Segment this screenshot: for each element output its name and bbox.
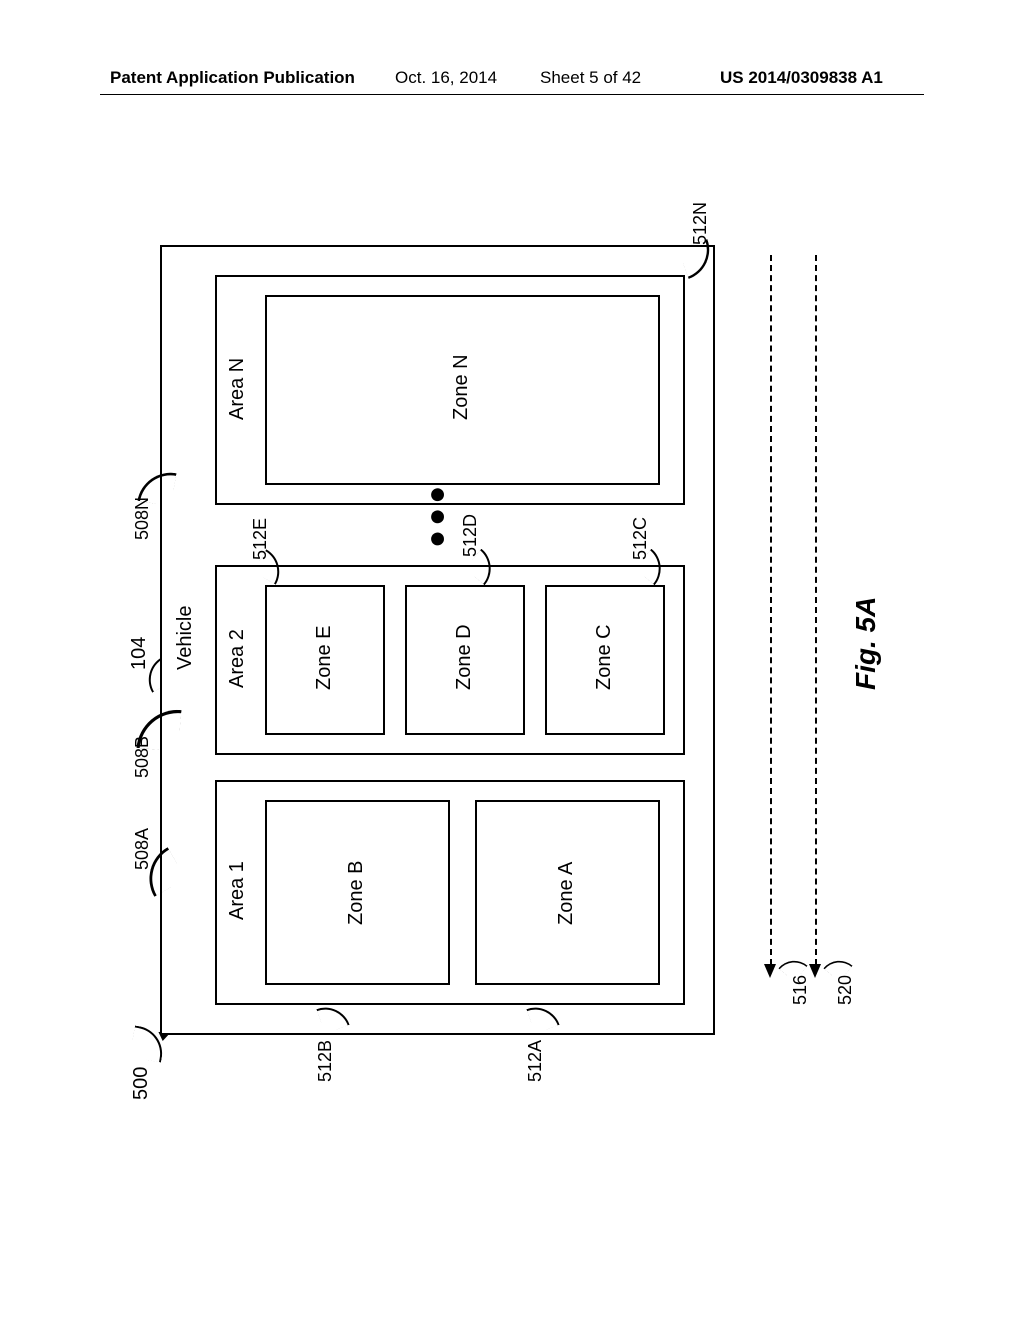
zone-D-title: Zone D — [453, 624, 476, 690]
vehicle-label: Vehicle — [174, 606, 197, 671]
area-N-title: Area N — [226, 358, 249, 420]
ref-508N: 508N — [132, 497, 153, 540]
ref-512A: 512A — [525, 1040, 546, 1082]
zone-E-title: Zone E — [313, 626, 336, 690]
ref-508N-tick — [137, 467, 176, 506]
ref-500: 500 — [130, 1067, 153, 1100]
ref-508A: 508A — [132, 828, 153, 870]
page: Patent Application Publication Oct. 16, … — [0, 0, 1024, 1320]
ref-508B-tick — [136, 706, 181, 751]
arrowhead-520 — [809, 964, 821, 978]
doc-number: US 2014/0309838 A1 — [720, 68, 883, 88]
figure-caption: Fig. 5A — [850, 597, 882, 690]
zone-C-title: Zone C — [593, 624, 616, 690]
sheet-number: Sheet 5 of 42 — [540, 68, 641, 88]
dashed-line-520 — [815, 255, 817, 965]
ellipsis-dots: ●●● — [420, 482, 454, 548]
ref-512D: 512D — [460, 514, 481, 557]
zone-B-title: Zone B — [345, 861, 368, 925]
publication-label: Patent Application Publication — [110, 68, 355, 88]
area-1-title: Area 1 — [226, 861, 249, 920]
header-rule — [100, 94, 924, 95]
dashed-line-516 — [770, 255, 772, 965]
figure-canvas: 500 104 Vehicle Area 1 508A Area 2 508B … — [130, 170, 870, 1100]
arrowhead-516 — [764, 964, 776, 978]
ref-104: 104 — [128, 637, 151, 670]
area-2-title: Area 2 — [226, 629, 249, 688]
figure-wrap: 500 104 Vehicle Area 1 508A Area 2 508B … — [130, 170, 890, 1070]
zone-A-title: Zone A — [555, 862, 578, 925]
ref-512B: 512B — [315, 1040, 336, 1082]
ref-512N: 512N — [690, 202, 711, 245]
zone-N-title: Zone N — [450, 354, 473, 420]
publication-date: Oct. 16, 2014 — [395, 68, 497, 88]
